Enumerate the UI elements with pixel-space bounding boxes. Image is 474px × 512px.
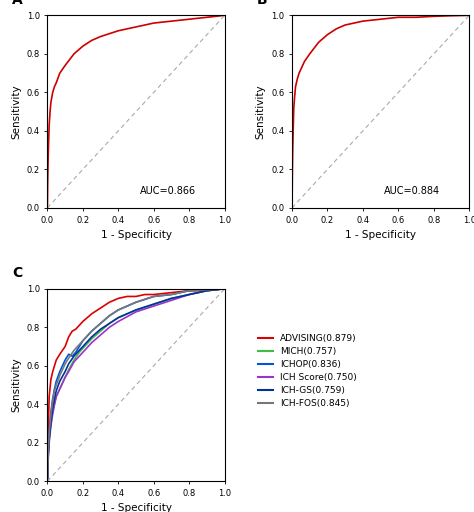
Y-axis label: Sensitivity: Sensitivity <box>11 84 21 139</box>
Y-axis label: Sensitivity: Sensitivity <box>11 358 21 412</box>
Text: AUC=0.884: AUC=0.884 <box>384 186 440 197</box>
Y-axis label: Sensitivity: Sensitivity <box>255 84 265 139</box>
X-axis label: 1 - Specificity: 1 - Specificity <box>345 230 416 240</box>
X-axis label: 1 - Specificity: 1 - Specificity <box>100 503 172 512</box>
Text: AUC=0.866: AUC=0.866 <box>139 186 196 197</box>
Text: A: A <box>12 0 23 7</box>
Legend: ADVISING(0.879), MICH(0.757), ICHOP(0.836), ICH Score(0.750), ICH-GS(0.759), ICH: ADVISING(0.879), MICH(0.757), ICHOP(0.83… <box>258 334 356 409</box>
Text: B: B <box>256 0 267 7</box>
X-axis label: 1 - Specificity: 1 - Specificity <box>100 230 172 240</box>
Text: C: C <box>12 266 22 280</box>
